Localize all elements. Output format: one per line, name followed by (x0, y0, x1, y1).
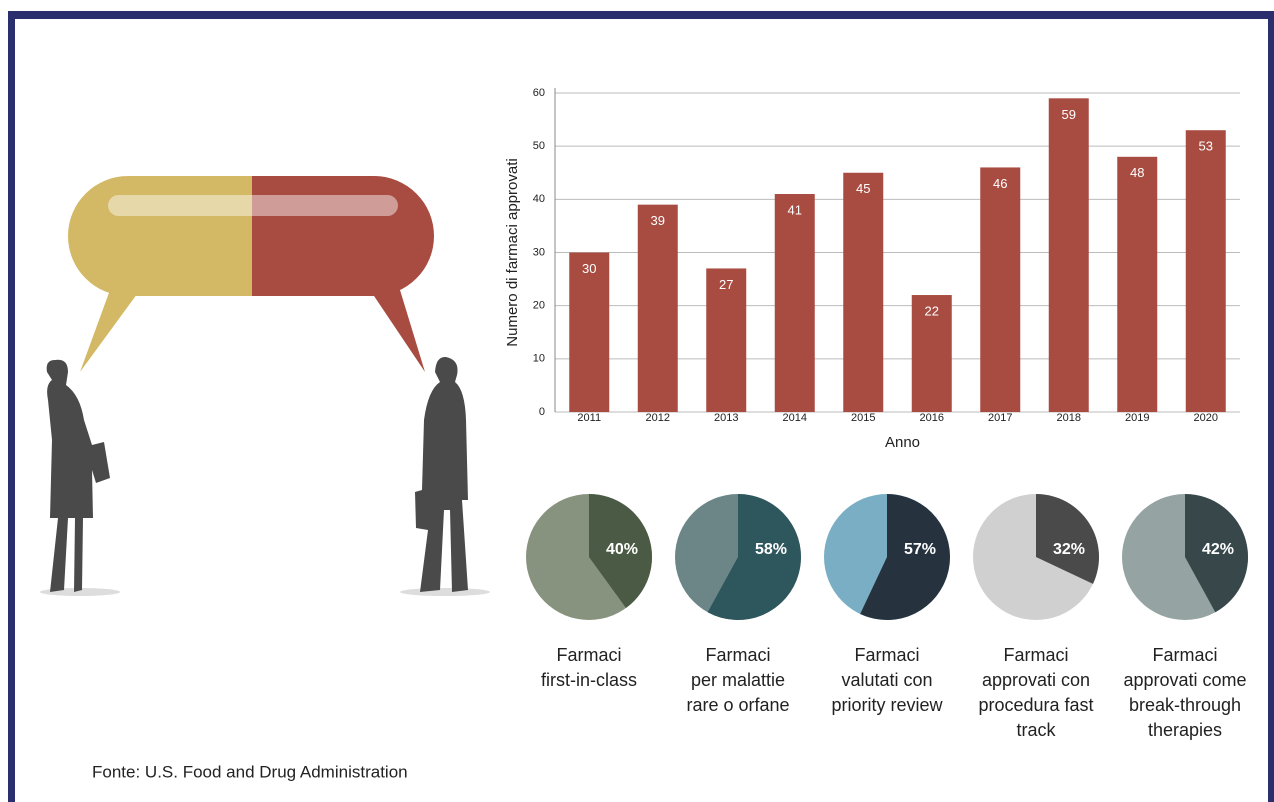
value-label: 27 (719, 277, 733, 292)
y-tick-label: 50 (533, 140, 545, 152)
bubble-tail (80, 290, 140, 372)
pie-caption: approvati come (1123, 670, 1246, 690)
capsule-highlight (108, 195, 398, 216)
value-label: 48 (1130, 165, 1144, 180)
capsule-right (252, 176, 434, 296)
pie-caption: Farmaci (854, 645, 919, 665)
value-label: 53 (1199, 139, 1213, 154)
capsule-left (68, 176, 252, 296)
x-tick-label: 2018 (1057, 412, 1081, 424)
person-right (415, 356, 468, 592)
bar (1048, 98, 1089, 413)
value-label: 41 (788, 202, 802, 217)
bar (774, 194, 815, 412)
y-tick-label: 30 (533, 246, 545, 258)
x-tick-label: 2012 (646, 412, 670, 424)
pie-caption: approvati con (982, 670, 1090, 690)
pie-value-label: 40% (606, 541, 638, 558)
pie-slice (707, 494, 802, 621)
x-tick-label: 2020 (1194, 412, 1218, 424)
right-border (1268, 11, 1274, 802)
value-label: 45 (856, 181, 870, 196)
pie-caption: first-in-class (541, 670, 637, 690)
pie-caption: break-through (1129, 695, 1241, 715)
y-tick-label: 20 (533, 300, 545, 312)
pie-slice (1185, 494, 1248, 613)
pie-slice (589, 494, 652, 608)
pie-value-label: 58% (755, 541, 787, 558)
bar (911, 295, 952, 412)
source-note: Fonte: U.S. Food and Drug Administration (92, 762, 408, 781)
pie-value-label: 32% (1053, 541, 1085, 558)
pie-caption: procedura fast (978, 695, 1093, 715)
y-axis-label: Numero di farmaci approvati (504, 158, 521, 346)
pie-slice (1036, 494, 1100, 584)
top-border (8, 11, 1274, 19)
pie-caption: Farmaci (1003, 645, 1068, 665)
y-tick-label: 10 (533, 353, 545, 365)
value-label: 22 (925, 303, 939, 318)
bar (706, 268, 747, 412)
x-tick-label: 2011 (577, 412, 601, 424)
value-label: 39 (651, 213, 665, 228)
pie-caption: rare o orfane (686, 695, 789, 715)
bar (1117, 156, 1158, 412)
left-border (8, 11, 15, 802)
y-tick-label: 60 (533, 87, 545, 99)
x-tick-label: 2017 (988, 412, 1012, 424)
x-axis-label: Anno (885, 434, 920, 451)
pie-caption: Farmaci (1152, 645, 1217, 665)
value-label: 59 (1062, 107, 1076, 122)
x-tick-label: 2016 (920, 412, 944, 424)
x-tick-label: 2019 (1125, 412, 1149, 424)
pie-caption: priority review (831, 695, 943, 715)
bar (980, 167, 1021, 412)
x-tick-label: 2013 (714, 412, 738, 424)
person-left (46, 359, 110, 592)
y-tick-label: 40 (533, 193, 545, 205)
shadow (400, 588, 490, 596)
x-tick-label: 2015 (851, 412, 875, 424)
y-tick-label: 0 (539, 406, 545, 418)
pie-slice (860, 494, 950, 620)
pie-caption: valutati con (841, 670, 932, 690)
bubble-tail (370, 290, 425, 372)
pie-caption: per malattie (691, 670, 785, 690)
pie-caption: Farmaci (556, 645, 621, 665)
value-label: 30 (582, 261, 596, 276)
bar (843, 172, 884, 412)
illustration (40, 176, 490, 596)
pie-caption: Farmaci (705, 645, 770, 665)
pie-caption: therapies (1148, 720, 1222, 740)
value-label: 46 (993, 176, 1007, 191)
bar (1185, 130, 1226, 412)
bar (569, 252, 610, 412)
bar (637, 204, 678, 412)
x-tick-label: 2014 (783, 412, 807, 424)
pie-caption: track (1016, 720, 1056, 740)
pie-value-label: 42% (1202, 541, 1234, 558)
pie-value-label: 57% (904, 541, 936, 558)
